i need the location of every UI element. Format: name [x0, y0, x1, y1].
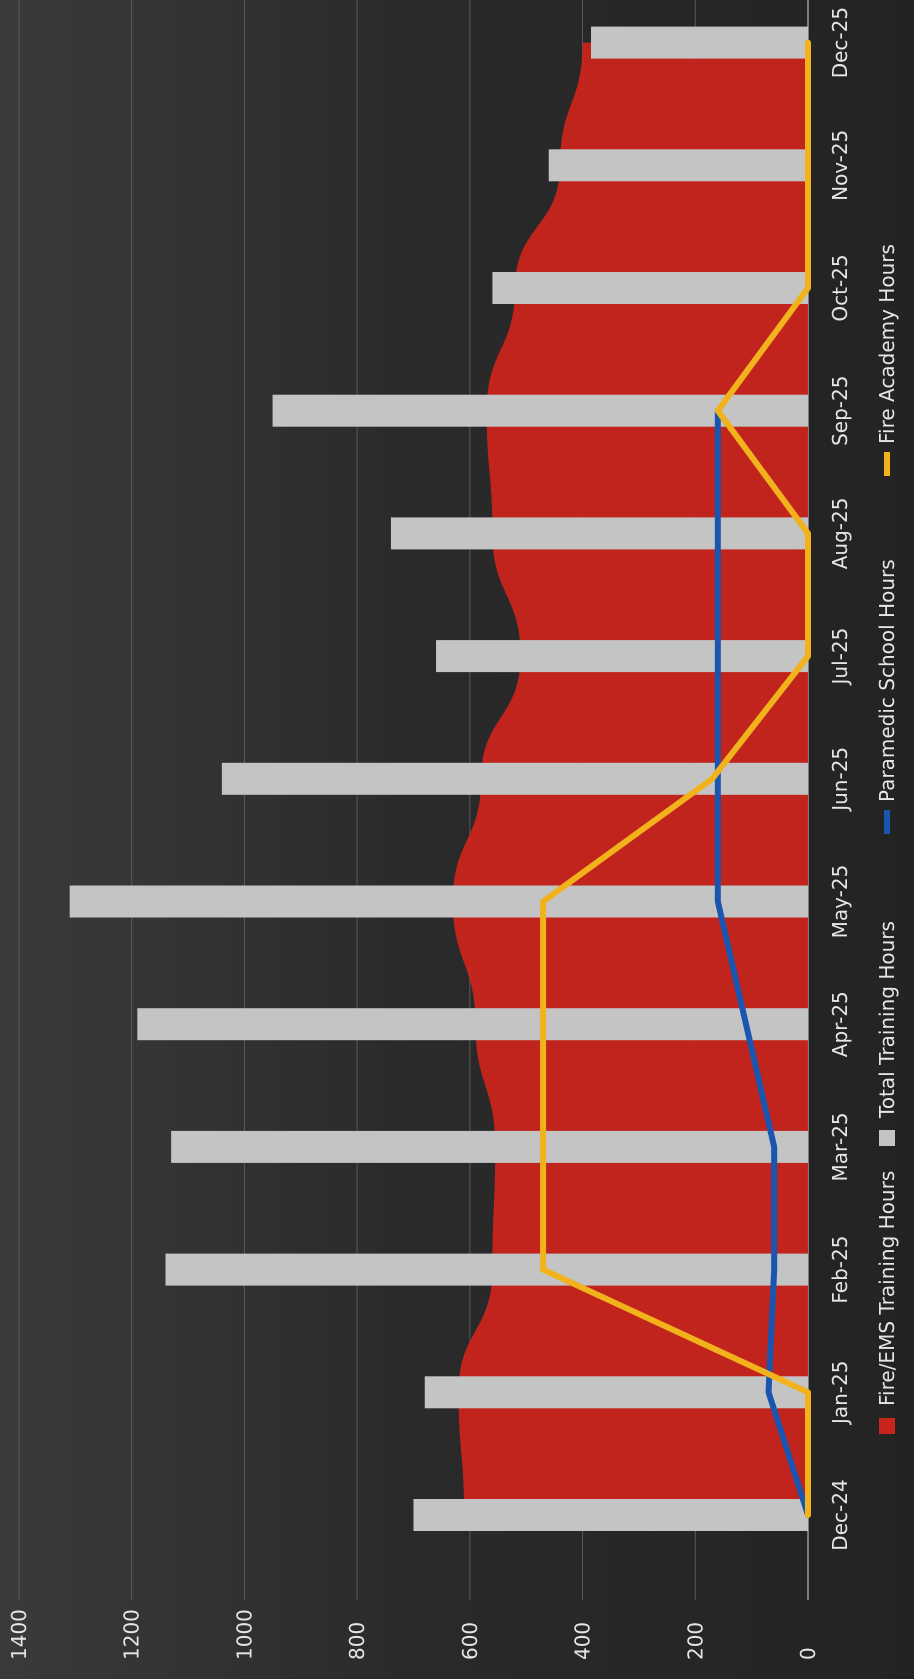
category-tick-label: Oct-25 — [828, 254, 852, 321]
bar-total-training — [413, 1499, 808, 1531]
legend-label: Total Training Hours — [875, 921, 899, 1119]
value-tick-label: 0 — [796, 1647, 820, 1660]
bar-total-training — [171, 1130, 808, 1163]
bar-total-training — [137, 1008, 809, 1041]
bars-total-training — [69, 26, 809, 1531]
category-tick-label: Jun-25 — [828, 747, 852, 813]
bar-total-training — [165, 1253, 809, 1286]
category-tick-label: Dec-25 — [828, 7, 852, 78]
bar-total-training — [436, 640, 808, 673]
legend-label: Paramedic School Hours — [875, 559, 899, 802]
bar-total-training — [69, 885, 808, 918]
category-tick-label: May-25 — [828, 865, 852, 939]
line-fire-academy-hours — [540, 39, 811, 1518]
bar-total-training — [492, 272, 808, 304]
bar-total-training — [591, 26, 808, 59]
category-tick-label: Jul-25 — [828, 628, 852, 687]
line-paramedic-school-hours — [714, 407, 811, 1518]
category-tick-label: Feb-25 — [828, 1236, 852, 1304]
legend-swatch — [884, 810, 890, 834]
legend-item: Total Training Hours — [875, 921, 899, 1146]
category-tick-label: Jan-25 — [828, 1361, 852, 1427]
bar-total-training — [390, 517, 808, 550]
category-tick-label: Mar-25 — [828, 1112, 852, 1181]
bar-total-training — [424, 1376, 808, 1409]
legend-label: Fire Academy Hours — [875, 244, 899, 444]
value-tick-label: 600 — [458, 1622, 482, 1660]
legend-swatch — [879, 1418, 895, 1434]
value-tick-label: 1400 — [7, 1609, 31, 1660]
legend-label: Fire/EMS Training Hours — [875, 1171, 899, 1406]
category-tick-label: Nov-25 — [828, 130, 852, 201]
category-tick-label: Sep-25 — [828, 376, 852, 446]
value-tick-label: 400 — [571, 1622, 595, 1660]
category-tick-label: Aug-25 — [828, 498, 852, 570]
bar-total-training — [548, 149, 808, 182]
value-tick-label: 1000 — [232, 1609, 256, 1660]
value-tick-label: 800 — [345, 1622, 369, 1660]
value-tick-label: 1200 — [120, 1609, 144, 1660]
legend-item: Fire Academy Hours — [875, 244, 899, 476]
value-tick-label: 200 — [683, 1622, 707, 1660]
category-tick-label: Apr-25 — [828, 991, 852, 1057]
legend-item: Paramedic School Hours — [875, 559, 899, 834]
legend-swatch — [884, 452, 890, 476]
legend-item: Fire/EMS Training Hours — [875, 1171, 899, 1434]
category-tick-label: Dec-24 — [828, 1479, 852, 1550]
legend-swatch — [879, 1130, 895, 1146]
